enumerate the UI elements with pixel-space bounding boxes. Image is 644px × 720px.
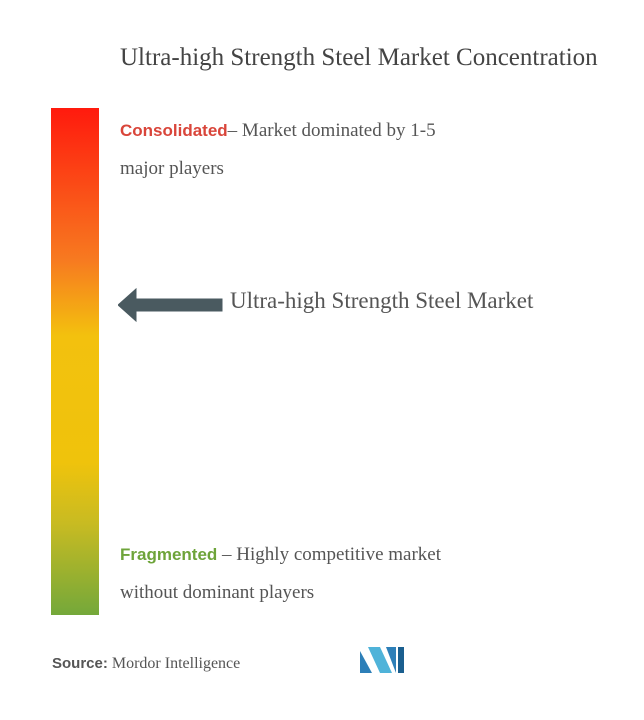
fragmented-line: Fragmented – Highly competitive market xyxy=(120,544,441,566)
source-text: Mordor Intelligence xyxy=(107,655,241,672)
title: Ultra-high Strength Steel Market Concent… xyxy=(120,44,598,71)
consolidated-text2: major players xyxy=(120,158,224,179)
fragmented-label: Fragmented xyxy=(120,545,218,564)
market-label: Ultra-high Strength Steel Market xyxy=(230,288,534,313)
source: Source: Mordor Intelligence xyxy=(52,655,240,673)
consolidated-line: Consolidated– Market dominated by 1-5 xyxy=(120,120,436,142)
gradient-bar xyxy=(51,108,99,615)
source-label: Source: xyxy=(52,655,108,672)
consolidated-label: Consolidated xyxy=(120,121,228,140)
arrow xyxy=(118,287,223,323)
fragmented-text2: without dominant players xyxy=(120,582,315,603)
fragmented-text: – Highly competitive market xyxy=(217,544,442,565)
logo xyxy=(360,647,404,673)
consolidated-text: – Market dominated by 1-5 xyxy=(227,120,436,141)
